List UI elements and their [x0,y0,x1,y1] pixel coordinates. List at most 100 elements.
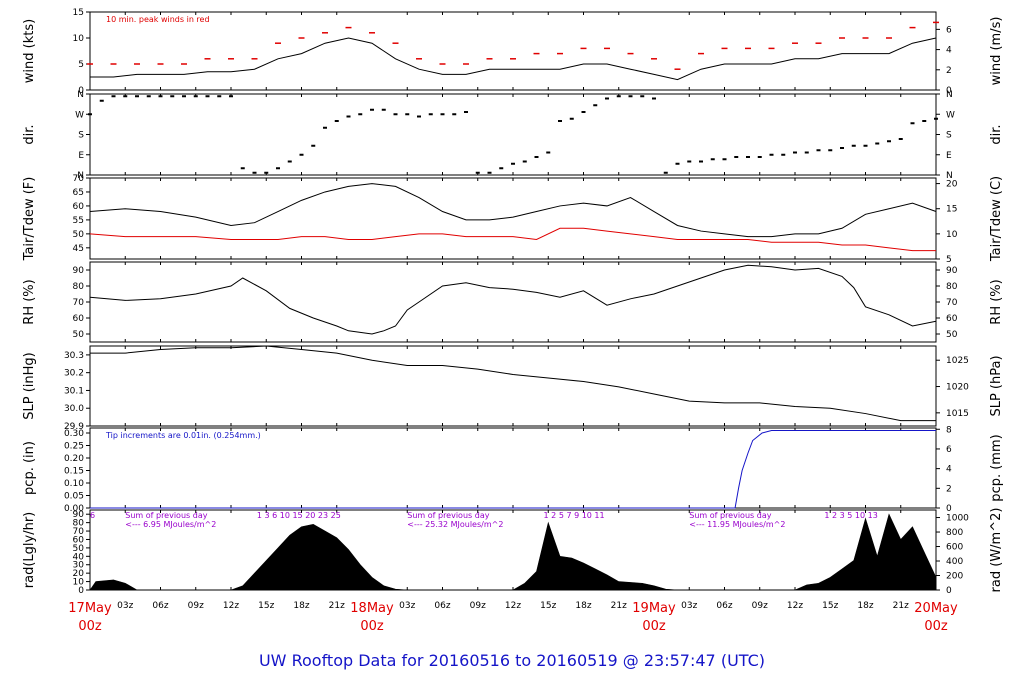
data-point [428,113,433,116]
rad-annotation: 1 2 5 7 9 10 11 [544,511,605,520]
y2-tick-label: 1025 [946,356,969,366]
data-point [534,156,539,158]
hour-tick-label: 09z [752,601,768,611]
y2-tick-label: 200 [946,572,963,582]
data-point [558,120,562,122]
data-point [687,160,692,163]
y2-tick-label: 600 [946,543,963,553]
panel-pcp: 0.00 0.05 0.10 0.15 0.20 0.25 0.30 0 2 4 6 8 pcp. (i… [22,425,1004,514]
panel-frame [89,427,937,509]
data-point [135,95,139,98]
data-point [299,153,304,156]
y-axis-label: SLP (inHg) [22,352,37,420]
data-point [487,171,492,174]
y-tick-label: W [75,110,84,120]
series-line-pcp [90,430,936,509]
data-point [240,167,245,170]
y-axis-label: pcp. (in) [22,441,37,495]
data-point [675,162,680,165]
y2-tick-label: 70 [946,298,958,308]
day-label: 19May [632,601,676,616]
y2-tick-label: 2 [946,484,952,494]
data-point [229,95,233,98]
y-tick-label: S [78,131,84,141]
y2-tick-label: 8 [946,425,952,435]
data-point [804,151,809,154]
panel-slp: 29.9 30.0 30.1 30.2 30.3 1015 1020 1025 SLP (inH… [22,345,1004,432]
day-hour-label: 00z [78,619,102,634]
data-point [863,144,868,147]
y2-tick-label: 2 [946,66,952,76]
data-point [640,95,645,98]
y2-tick-label: 60 [946,314,958,324]
data-point [205,95,210,98]
hour-tick-label: 09z [188,601,204,611]
day-hour-label: 00z [642,619,666,634]
day-label: 17May [68,601,112,616]
y2-axis-label: wind (m/s) [989,17,1004,86]
data-point [922,120,927,122]
day-label: 20May [914,601,958,616]
y-tick-label: 45 [73,244,84,254]
y-tick-label: 30.1 [64,386,84,396]
rad-annotation: Sum of previous day [407,511,489,520]
data-point [405,113,410,116]
y-tick-label: E [78,151,84,161]
y-axis-label: RH (%) [22,279,37,324]
hour-tick-label: 12z [223,601,239,611]
rad-annotation: Sum of previous day [125,511,207,520]
data-point [170,95,175,98]
hour-tick-label: 12z [505,601,521,611]
hour-tick-label: 09z [470,601,486,611]
data-point [381,108,386,111]
y-axis-label: Tair/Tdew (F) [22,177,37,262]
hour-tick-label: 12z [787,601,803,611]
series-line-Tair [89,183,937,238]
data-point [593,104,598,107]
data-point [99,99,104,102]
hour-tick-label: 21z [329,601,345,611]
y-tick-label: 50 [73,330,85,340]
y2-tick-label: 80 [946,282,958,292]
day-hour-label: 00z [924,619,948,634]
y-tick-label: 55 [73,216,84,226]
y-tick-label: N [77,171,84,181]
y2-tick-label: 10 [946,230,958,240]
series-line-Tdew [89,227,936,252]
y2-tick-label: 800 [946,528,963,538]
y-tick-label: 90 [73,266,85,276]
y2-tick-label: 6 [946,445,952,455]
y2-tick-label: 1015 [946,409,969,419]
data-point [581,111,586,113]
y-tick-label: 0.25 [64,442,84,452]
data-point [734,156,739,158]
data-point [146,95,151,98]
y-tick-label: 0 [78,586,84,596]
data-point [816,149,821,152]
data-point [757,156,762,158]
data-point [663,171,668,174]
y-tick-label: 0.05 [64,492,84,502]
y2-tick-label: 4 [946,465,952,475]
y-tick-label: 29.9 [64,422,84,432]
data-point [887,140,891,143]
y-tick-label: 60 [73,202,85,212]
hour-tick-label: 06z [434,601,450,611]
y2-tick-label: 15 [946,205,957,215]
hour-tick-label: 03z [399,601,415,611]
y2-tick-label: 20 [946,180,958,190]
data-point [722,158,727,161]
y-tick-label: 80 [73,282,85,292]
data-point [569,117,574,120]
y-tick-label: 65 [73,188,84,198]
data-point [111,95,116,98]
series-line-wind [90,37,937,81]
data-point [652,97,656,100]
y-axis-label: wind (kts) [22,19,37,83]
hour-tick-label: 03z [117,601,133,611]
hour-tick-label: 15z [540,601,556,611]
data-point [417,115,421,118]
data-point [370,108,374,111]
data-point [628,95,633,98]
